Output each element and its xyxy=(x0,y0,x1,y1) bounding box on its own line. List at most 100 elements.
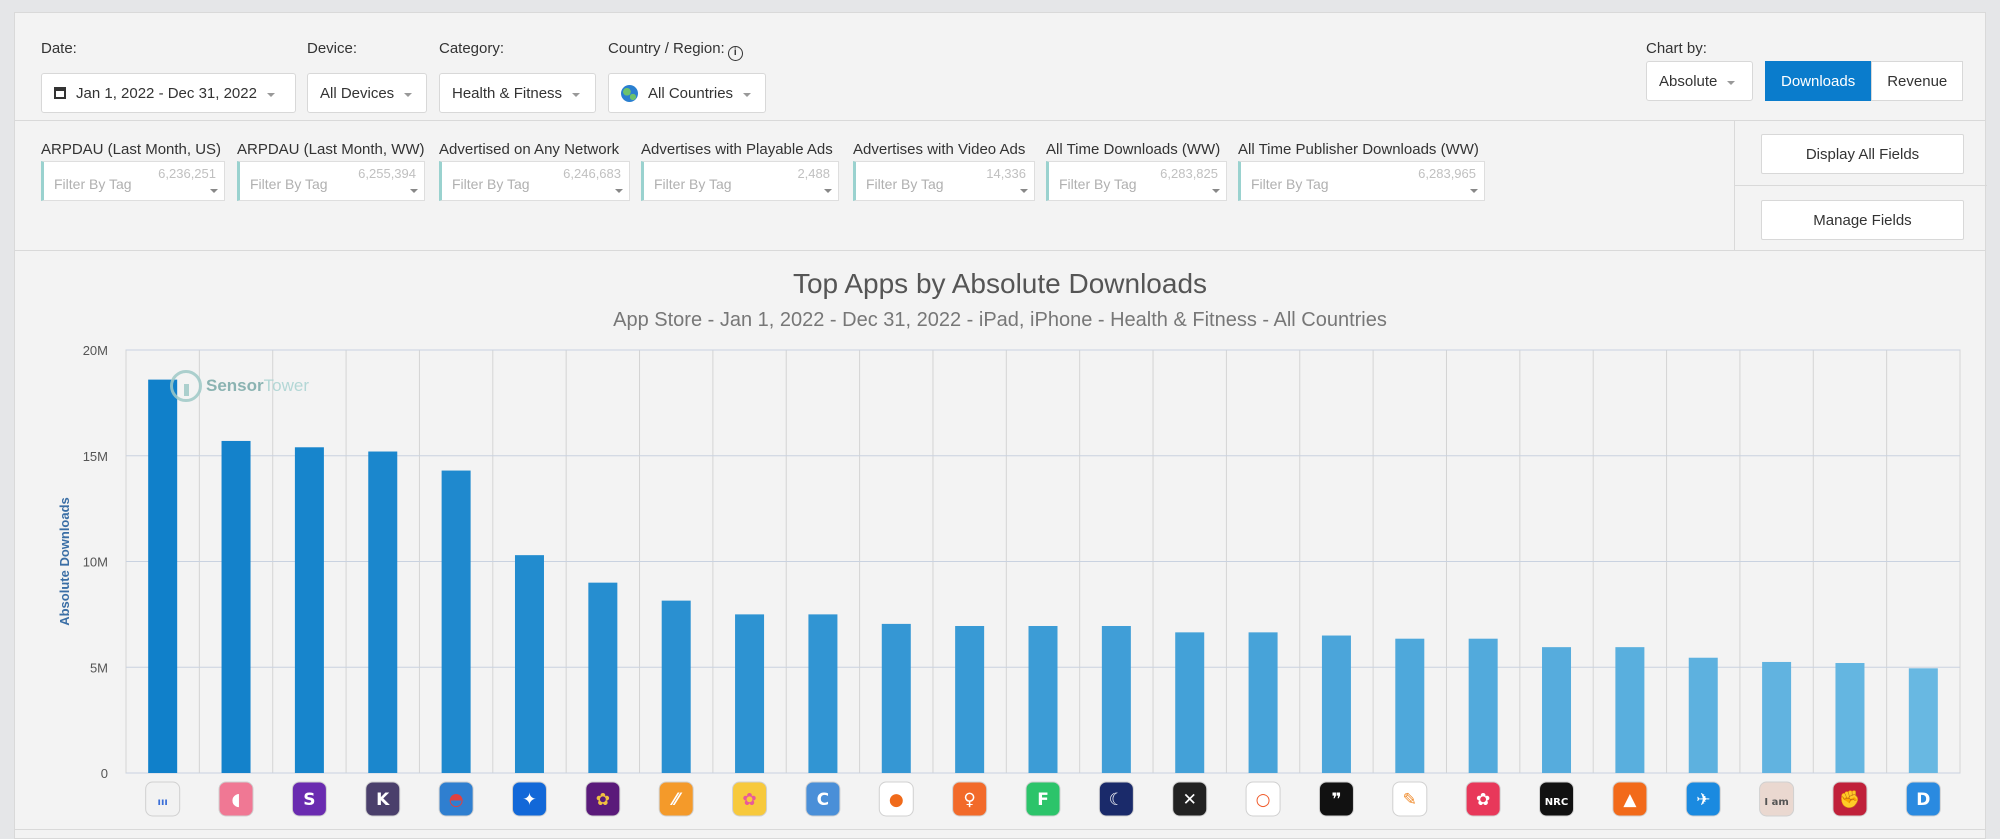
app-icon-11-glyph: ● xyxy=(889,790,904,810)
chevron-down-icon xyxy=(266,92,275,97)
revenue-button[interactable]: Revenue xyxy=(1871,61,1964,101)
app-icon-6 xyxy=(511,781,547,817)
app-icon-11 xyxy=(878,781,914,817)
bar xyxy=(1175,632,1205,773)
app-icon-5 xyxy=(438,781,474,817)
tag-filter-label: Advertises with Playable Ads xyxy=(641,141,833,158)
tag-filter-input[interactable]: Filter By Tag 14,336 xyxy=(853,161,1035,201)
app-icon-8 xyxy=(658,781,694,817)
app-icon-13-glyph: F xyxy=(1037,790,1049,810)
y-tick-label: 0 xyxy=(101,766,108,781)
country-label-text: Country / Region: xyxy=(608,40,725,57)
chart-title: Top Apps by Absolute Downloads xyxy=(792,268,1208,299)
tag-filter-input[interactable]: Filter By Tag 6,283,825 xyxy=(1046,161,1227,201)
bar xyxy=(1468,638,1498,773)
tag-filter-input[interactable]: Filter By Tag 6,255,394 xyxy=(237,161,425,201)
info-icon[interactable]: i xyxy=(727,46,743,61)
bar xyxy=(1395,638,1425,773)
category-filter: Category: Health & Fitness xyxy=(439,39,596,113)
app-icon-25 xyxy=(1905,781,1941,817)
country-filter: Country / Region: i All Countries xyxy=(608,39,766,113)
app-icon-15 xyxy=(1172,781,1208,817)
tag-filter-label: Advertises with Video Ads xyxy=(853,141,1026,158)
tag-filter-input[interactable]: Filter By Tag 2,488 xyxy=(641,161,839,201)
app-icon-10-glyph: C xyxy=(817,790,829,810)
app-icon-12 xyxy=(952,781,988,817)
tag-filter-input[interactable]: Filter By Tag 6,236,251 xyxy=(41,161,225,201)
y-tick-label: 15M xyxy=(83,449,108,464)
tag-filter-input[interactable]: Filter By Tag 6,283,965 xyxy=(1238,161,1485,201)
app-icon-19-glyph: ✿ xyxy=(1476,790,1490,810)
bar xyxy=(1688,657,1718,773)
downloads-button[interactable]: Downloads xyxy=(1765,61,1872,101)
chevron-down-icon xyxy=(210,189,218,193)
tag-filter-count: 14,336 xyxy=(986,166,1026,181)
bar xyxy=(1248,632,1278,773)
bar xyxy=(1835,663,1865,773)
tag-filter-all-time-downloads: All Time Downloads (WW) Filter By Tag 6,… xyxy=(1046,141,1227,201)
globe-icon xyxy=(621,84,638,102)
app-icon-17-glyph: ❞ xyxy=(1331,790,1341,810)
app-icon-14 xyxy=(1098,781,1134,817)
app-icon-18-glyph: ✎ xyxy=(1403,790,1417,810)
chevron-down-icon xyxy=(404,92,413,97)
tag-filter-placeholder: Filter By Tag xyxy=(250,176,328,192)
chevron-down-icon xyxy=(1212,189,1220,193)
bar xyxy=(441,470,471,773)
tag-filter-playable-ads: Advertises with Playable Ads Filter By T… xyxy=(641,141,839,201)
device-select[interactable]: All Devices xyxy=(307,73,427,113)
tag-filter-label: ARPDAU (Last Month, US) xyxy=(41,141,222,158)
watermark-brand-b: Tower xyxy=(263,376,309,395)
tag-filter-advertised-any: Advertised on Any Network Filter By Tag … xyxy=(439,141,630,201)
bar xyxy=(1028,626,1058,773)
country-select[interactable]: All Countries xyxy=(608,73,766,113)
category-label: Category: xyxy=(439,40,505,57)
tag-filter-label: All Time Publisher Downloads (WW) xyxy=(1238,141,1479,158)
bar xyxy=(735,614,765,773)
app-icon-1-glyph: ııı xyxy=(158,797,168,808)
app-icon-24-glyph: ✊ xyxy=(1839,790,1860,810)
chevron-down-icon xyxy=(1020,189,1028,193)
bar xyxy=(1542,647,1572,773)
chart-subtitle: App Store - Jan 1, 2022 - Dec 31, 2022 -… xyxy=(613,309,1387,331)
app-icon-18 xyxy=(1392,781,1428,817)
app-icon-3 xyxy=(291,781,327,817)
tag-filter-row: ARPDAU (Last Month, US) Filter By Tag 6,… xyxy=(15,121,1987,251)
category-select[interactable]: Health & Fitness xyxy=(439,73,596,113)
app-icon-7-glyph: ✿ xyxy=(596,790,610,810)
y-axis-label: Absolute Downloads xyxy=(57,497,72,626)
tag-filter-placeholder: Filter By Tag xyxy=(54,176,132,192)
manage-fields-button[interactable]: Manage Fields xyxy=(1761,200,1964,240)
display-all-fields-button[interactable]: Display All Fields xyxy=(1761,134,1964,174)
app-icon-4 xyxy=(365,781,401,817)
app-icon-1 xyxy=(145,781,181,817)
chart-by-label: Chart by: xyxy=(1646,40,1707,57)
app-icon-13 xyxy=(1025,781,1061,817)
bar xyxy=(1321,635,1351,773)
category-value: Health & Fitness xyxy=(452,84,563,102)
app-icon-24 xyxy=(1832,781,1868,817)
tag-filter-count: 6,283,825 xyxy=(1160,166,1218,181)
app-icon-14-glyph: ☾ xyxy=(1109,790,1124,810)
tag-filter-input[interactable]: Filter By Tag 6,246,683 xyxy=(439,161,630,201)
bar xyxy=(148,379,178,773)
bar xyxy=(808,614,838,773)
bar xyxy=(955,626,985,773)
app-icon-3-glyph: S xyxy=(303,790,315,810)
chart-mode-select[interactable]: Absolute xyxy=(1646,61,1753,101)
tag-filter-placeholder: Filter By Tag xyxy=(1059,176,1137,192)
date-select[interactable]: Jan 1, 2022 - Dec 31, 2022 xyxy=(41,73,296,113)
country-label: Country / Region: i xyxy=(608,39,743,61)
footer-strip xyxy=(15,829,1985,838)
tag-filter-placeholder: Filter By Tag xyxy=(654,176,732,192)
tag-filter-count: 6,246,683 xyxy=(563,166,621,181)
chevron-down-icon xyxy=(615,189,623,193)
tag-filter-placeholder: Filter By Tag xyxy=(866,176,944,192)
app-icon-22 xyxy=(1685,781,1721,817)
app-icon-5-glyph: ◓ xyxy=(449,790,464,810)
filter-bar: Date: Jan 1, 2022 - Dec 31, 2022 Device:… xyxy=(15,13,1985,121)
chevron-down-icon xyxy=(410,189,418,193)
y-tick-label: 5M xyxy=(90,660,108,675)
bar xyxy=(514,555,544,773)
chevron-down-icon xyxy=(743,92,752,97)
